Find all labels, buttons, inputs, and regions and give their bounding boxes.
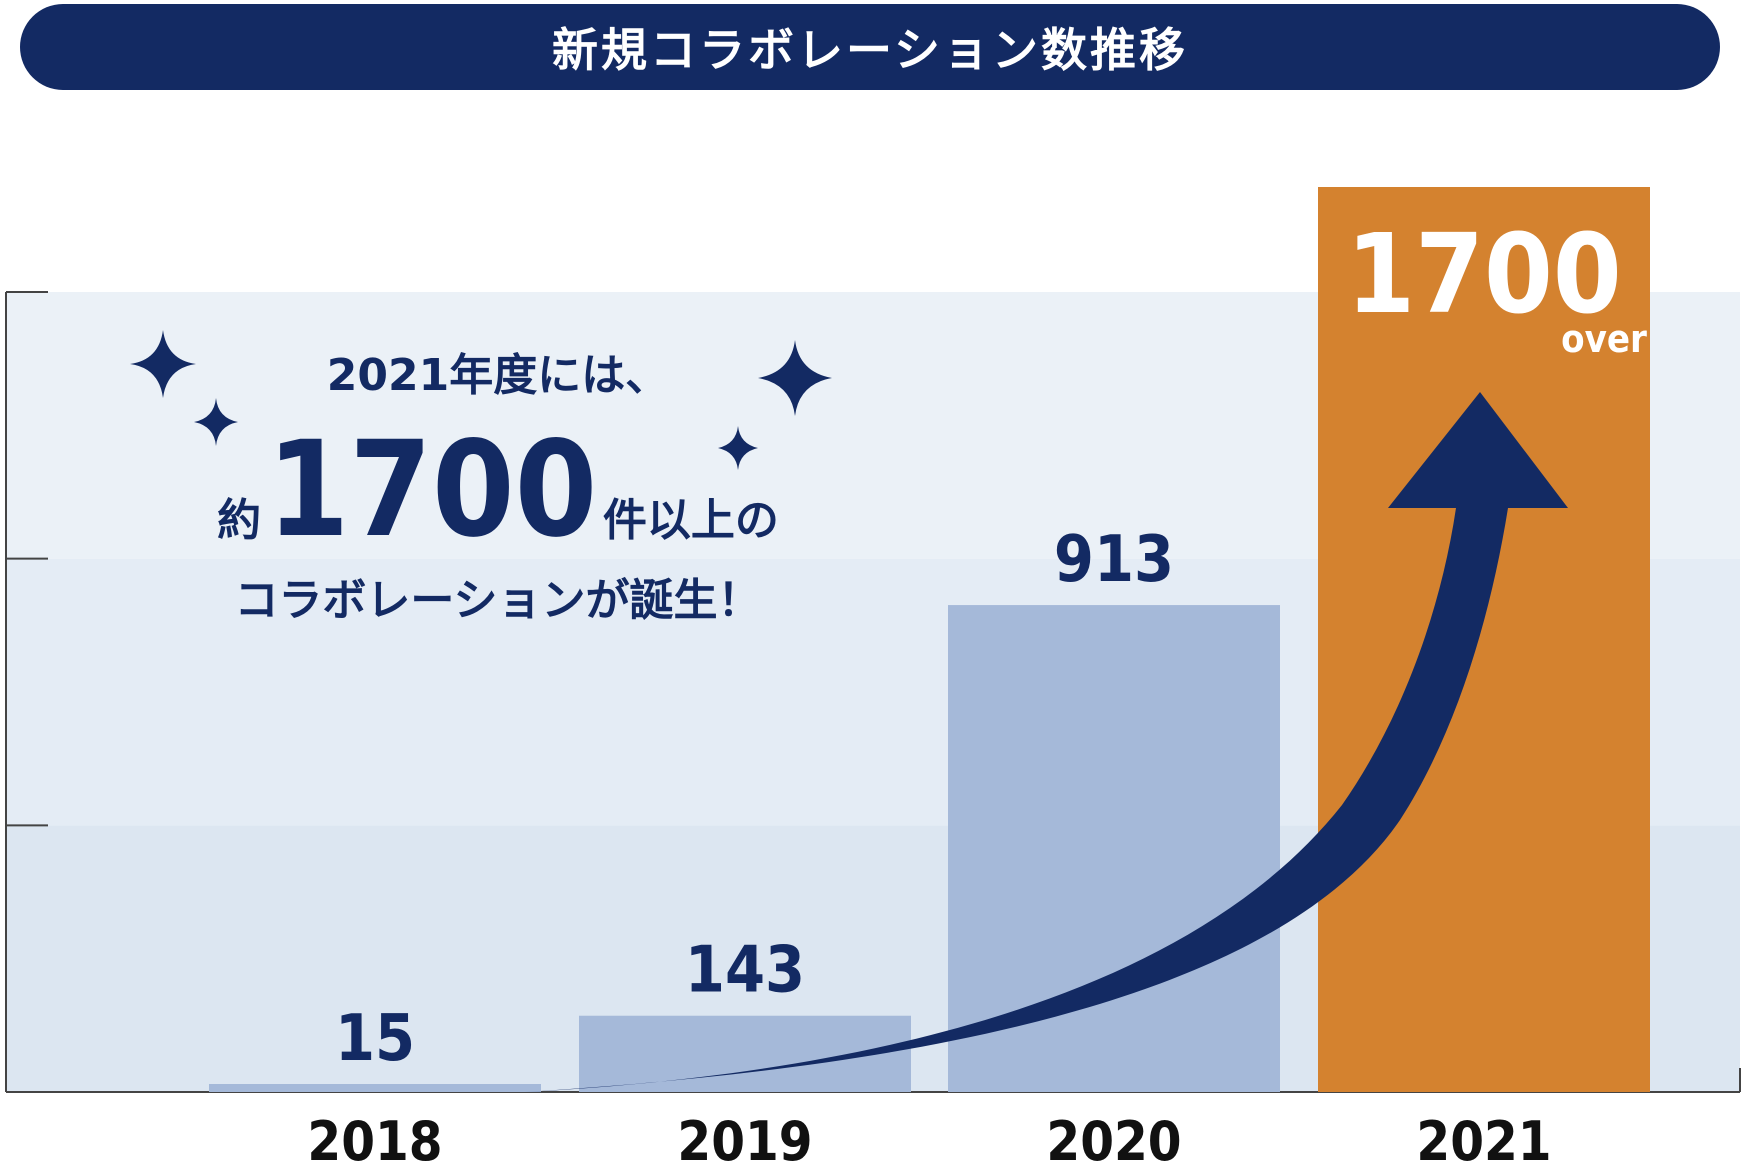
trend-arrow-shape [525,392,1568,1092]
annotation-line2: 約 1700 件以上の [217,413,779,567]
bar-2021 [1318,187,1650,1092]
chart-title: 新規コラボレーション数推移 [551,23,1189,77]
annotation: 2021年度には、 約 1700 件以上の コラボレーションが誕生！ [130,330,832,626]
x-tick-2019: 2019 [677,1110,812,1168]
data-label-2018: 15 [335,1002,415,1076]
sparkle-icon [718,426,758,470]
title-banner: 新規コラボレーション数推移 [20,4,1720,90]
x-tick-labels: 2018 2019 2020 2021 [307,1110,1551,1168]
x-tick-2020: 2020 [1046,1110,1181,1168]
data-label-2019: 143 [685,934,805,1008]
annotation-line1: 2021年度には、 [327,350,669,401]
annotation-prefix: 約 [217,495,261,546]
annotation-line3: コラボレーションが誕生！ [234,575,761,626]
annotation-suffix: 件以上の [603,495,779,546]
data-sublabel-over: over [1561,317,1647,361]
bar-2018 [209,1084,541,1092]
sparkle-icon [130,330,196,398]
data-label-2020: 913 [1054,523,1174,597]
x-tick-2018: 2018 [307,1110,442,1168]
data-label-2021: 1700 [1346,210,1621,338]
x-tick-2021: 2021 [1416,1110,1551,1168]
bar-2020 [948,605,1280,1092]
trend-arrow [525,392,1568,1092]
sparkle-icon [758,340,832,416]
sparkle-icon [194,398,238,446]
bars [209,187,1650,1092]
annotation-big-number: 1700 [267,413,598,567]
